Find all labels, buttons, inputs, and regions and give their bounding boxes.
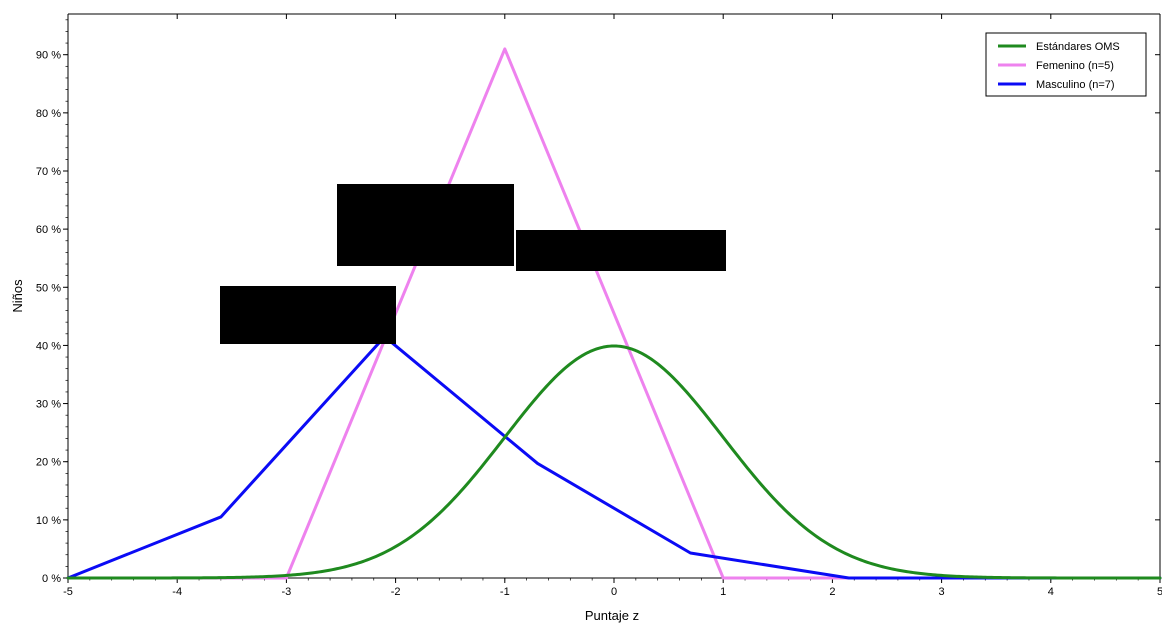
y-tick-label: 10 % [36, 515, 61, 527]
y-tick-label: 30 % [36, 399, 61, 411]
legend-label: Estándares OMS [1036, 41, 1120, 53]
y-tick-label: 60 % [36, 224, 61, 236]
x-tick-label: -1 [500, 586, 510, 598]
x-tick-label: -5 [63, 586, 73, 598]
y-tick-label: 40 % [36, 340, 61, 352]
x-tick-label: 4 [1048, 586, 1054, 598]
y-tick-label: 70 % [36, 166, 61, 178]
series-line-masculino-n-7 [66, 335, 1162, 580]
legend-label: Femenino (n=5) [1036, 60, 1114, 72]
x-tick-label: 2 [829, 586, 835, 598]
x-tick-label: -4 [172, 586, 182, 598]
x-axis-title: Puntaje z [585, 608, 639, 623]
y-tick-label: 20 % [36, 457, 61, 469]
redactions [220, 184, 726, 344]
y-tick-label: 50 % [36, 282, 61, 294]
x-tick-label: -2 [391, 586, 401, 598]
redaction-box [337, 184, 514, 266]
x-tick-label: -3 [282, 586, 292, 598]
y-tick-label: 90 % [36, 50, 61, 62]
x-tick-label: 5 [1157, 586, 1162, 598]
legend: Estándares OMS Femenino (n=5) Masculino (n… [985, 32, 1147, 97]
redaction-box [220, 286, 396, 344]
x-tick-label: 0 [611, 586, 617, 598]
y-tick-label: 80 % [36, 108, 61, 120]
redaction-box [516, 230, 726, 271]
legend-label: Masculino (n=7) [1036, 79, 1115, 91]
y-tick-label: 0 % [42, 573, 61, 585]
series-layer [66, 47, 1162, 580]
y-axis-title: Niños [10, 279, 25, 313]
series-line-estandares-oms [66, 344, 1162, 580]
x-tick-label: 3 [939, 586, 945, 598]
x-tick-label: 1 [720, 586, 726, 598]
